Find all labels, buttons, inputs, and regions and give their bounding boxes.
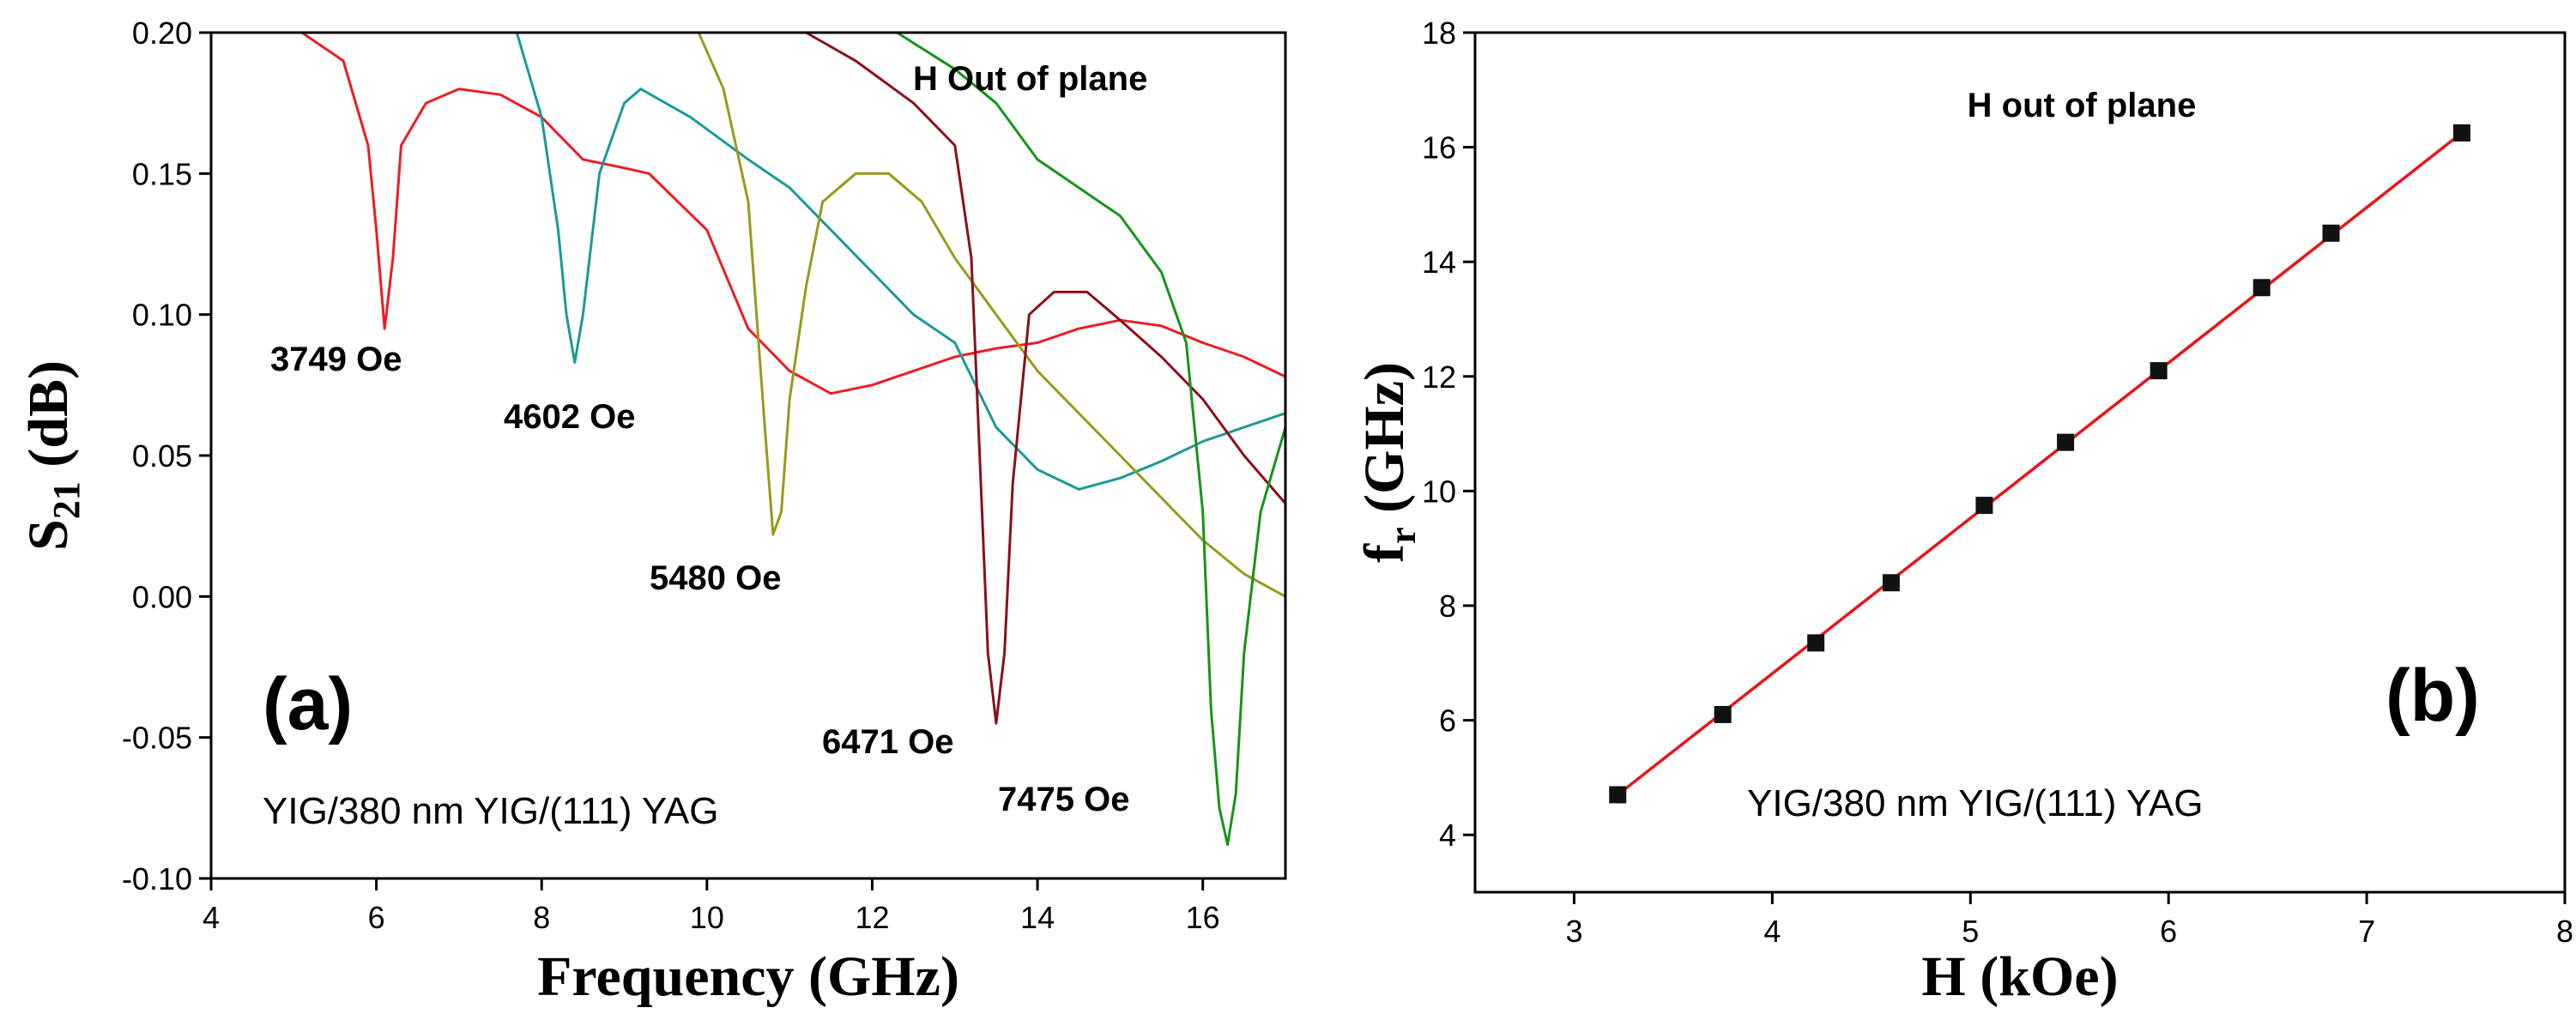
panel-b-y-tick-label: 12 [1422,359,1456,395]
panel-b-y-tick-label: 18 [1422,15,1456,51]
panel-a-y-axis-title: S21 (dB) [17,360,88,551]
data-point [2057,433,2075,451]
panel-b-y-tick-label: 14 [1422,244,1456,280]
data-point [1807,634,1825,652]
panel-b-y-tick-label: 8 [1439,588,1456,624]
data-point [2452,124,2470,142]
panel-b-fit-group [1617,131,2464,796]
panel-a-y-title-main: S [17,519,80,551]
series-line-3749 [301,31,1286,395]
panel-a-sample-label: YIG/380 nm YIG/(111) YAG [263,790,719,832]
series-label-7475: 7475 Oe [998,781,1129,818]
panel-a-x-tick-label: 8 [533,900,550,935]
data-point [1882,574,1900,592]
panel-b-y-title-rest: (GHz) [1353,362,1416,527]
data-point [1609,786,1627,804]
panel-b-y-title-sub: r [1382,527,1424,544]
panel-b-y-title-main: f [1353,543,1416,563]
panel-a-y-tick-label: 0.15 [132,156,192,191]
panel-a-x-tick-label: 4 [203,900,220,935]
panel-a-y-tick-label: 0.20 [132,15,192,51]
panel-b-x-axis-title: H (kOe) [1921,945,2118,1008]
panel-b-sample-label: YIG/380 nm YIG/(111) YAG [1747,782,2204,824]
panel-a-y-tick-label: 0.00 [132,579,192,614]
panel-b-x-tick-label: 5 [1962,914,1979,949]
panel-a-series [301,31,1287,847]
series-label-6471: 6471 Oe [822,723,953,761]
panel-a-y-tick-label: -0.10 [122,861,192,896]
panel-b-x-tick-label: 4 [1763,914,1781,949]
series-line-7475 [896,31,1287,847]
panel-b-x-tick-label: 7 [2358,914,2375,949]
panel-b-plot-frame [1473,31,2567,894]
series-line-5480 [697,32,1286,598]
data-point [2322,224,2340,242]
panel-b-y-axis-title: fr (GHz) [1353,362,1424,563]
panel-b-x-tick-label: 6 [2160,914,2177,949]
panel-b-y-tick-label: 16 [1422,130,1456,166]
panel-b-y-tick-label: 4 [1439,818,1456,853]
series-label-3749: 3749 Oe [270,341,402,378]
series-label-4602: 4602 Oe [504,398,635,436]
series-line-6471 [805,31,1287,725]
data-point [1975,497,1993,515]
panel-a-x-tick-label: 12 [855,900,889,935]
panel-b-y-tick-label: 10 [1422,474,1456,509]
panel-a-annotation: H Out of plane [913,60,1147,98]
panel-a-y-title-rest: (dB) [17,360,80,481]
panel-a: 4 6 8 10 12 14 16 -0.10 -0.05 0.00 0.05 0.10 0.15 0.2… [17,15,1287,1008]
linear-fit-line [1617,131,2464,796]
panel-a-x-tick-label: 16 [1186,900,1220,935]
panel-a-x-tick-label: 6 [368,900,385,935]
panel-a-x-axis-title: Frequency (GHz) [537,945,959,1008]
panel-b-x-tick-label: 8 [2556,914,2573,949]
data-point [2150,362,2168,380]
panel-a-x-tick-label: 14 [1020,900,1055,935]
panel-a-y-title-sub: 21 [45,481,88,519]
panel-a-x-tick-label: 10 [690,900,724,935]
panel-b-x-tick-label: 3 [1565,914,1582,949]
panel-a-label: (a) [263,663,353,745]
data-point [1714,705,1732,723]
series-line-4602 [409,31,1286,491]
panel-b-annotation: H out of plane [1968,87,2197,124]
panel-b-label: (b) [2386,655,2480,737]
series-label-5480: 5480 Oe [650,559,781,597]
panel-a-ticks: 4 6 8 10 12 14 16 -0.10 -0.05 0.00 0.05 0.10 0.15 0.2… [122,15,1220,935]
panel-b-ticks: 3 4 5 6 7 8 4 6 8 10 12 14 16 18 [1422,15,2573,949]
data-point [2252,279,2271,297]
panel-a-y-tick-label: 0.05 [132,438,192,474]
panel-b-y-tick-label: 6 [1439,703,1456,739]
panel-b-points [1609,124,2470,804]
panel-a-y-tick-label: 0.10 [132,298,192,333]
panel-b: 3 4 5 6 7 8 4 6 8 10 12 14 16 18 H out of plane (b) Y… [1353,15,2573,1008]
panel-a-y-tick-label: -0.05 [122,721,192,756]
